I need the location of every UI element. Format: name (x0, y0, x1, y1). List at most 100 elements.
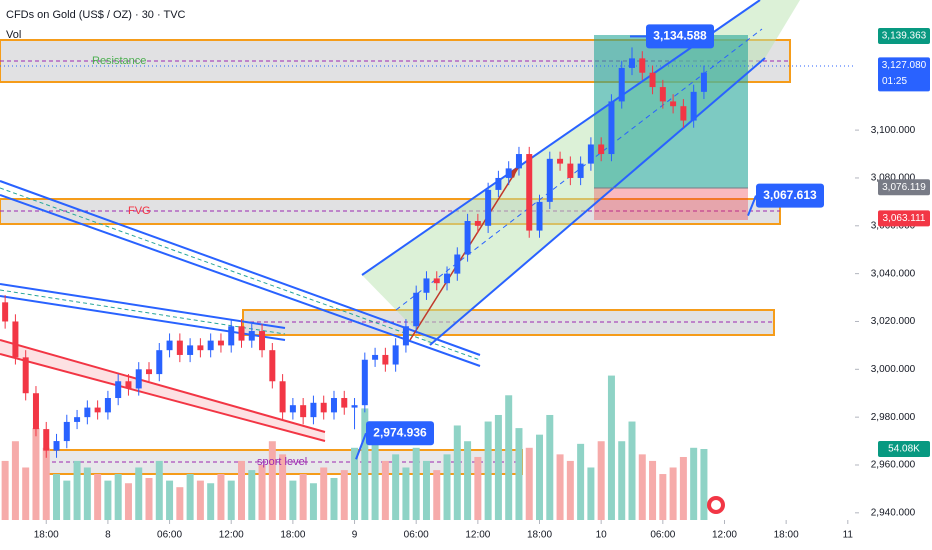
y-tick-label: 2,940.000 (871, 507, 916, 518)
y-tick-label: 3,080.000 (871, 173, 916, 184)
volume-bar (22, 467, 30, 520)
candle-body (361, 359, 368, 406)
candle-body (238, 326, 245, 341)
candle-body (248, 331, 255, 341)
callout-pointer (355, 432, 367, 460)
candle-body (279, 381, 286, 413)
volume-bar (690, 447, 698, 520)
volume-bar (607, 375, 615, 520)
volume-bar (330, 477, 338, 520)
volume-bar (700, 449, 708, 520)
x-tick-label: 12:00 (219, 530, 244, 541)
candle-body (526, 154, 533, 231)
price-tag (878, 210, 930, 227)
candle-body (259, 331, 266, 351)
volume-bar (227, 480, 235, 520)
candles (2, 47, 707, 458)
candle-body (341, 398, 348, 408)
chart-title: CFDs on Gold (US$ / OZ) · 30 · TVC (6, 9, 186, 21)
price-tag (878, 179, 930, 196)
volume-bar (114, 474, 122, 520)
volume-bar (196, 480, 204, 520)
volume-bar (669, 467, 677, 520)
volume-bar (135, 467, 143, 520)
x-tick-label: 12:00 (712, 530, 737, 541)
trend-line (0, 194, 481, 367)
candle-body (53, 441, 60, 451)
candle-body (166, 340, 173, 351)
candle-body (104, 398, 111, 413)
trend-line (0, 283, 286, 329)
callout (366, 421, 434, 446)
volume-bar (258, 464, 266, 520)
price-tag-label: 3,139.363 (882, 31, 927, 42)
y-tick-label: 2,980.000 (871, 412, 916, 423)
candle-body (156, 350, 163, 375)
candle-body (63, 421, 70, 442)
trend-mid (0, 289, 286, 335)
volume-bar (320, 467, 328, 520)
candle-body (536, 201, 543, 231)
volume-bar (83, 467, 91, 520)
candle-body (207, 340, 214, 351)
candle-body (700, 72, 707, 92)
volume-bar (248, 470, 256, 520)
volume-bar (464, 441, 472, 520)
volume-bar (124, 483, 132, 520)
candle-body (618, 67, 625, 102)
candle-body (84, 407, 91, 418)
candle-body (372, 354, 379, 360)
candle-body (12, 321, 19, 358)
volume-bar (422, 460, 430, 520)
zone-label: Resistance (92, 55, 146, 67)
stop-zone (594, 188, 748, 220)
volume-bar (433, 470, 441, 520)
candle-body (22, 357, 29, 394)
candle-body (464, 221, 471, 255)
candle-body (474, 221, 481, 226)
callout-label: 3,067.613 (763, 188, 817, 202)
volume-bar (186, 474, 194, 520)
volume-bar (546, 414, 554, 520)
trend-line (0, 295, 286, 341)
volume-bar (237, 460, 245, 520)
volume-bar (207, 483, 215, 520)
callout (756, 183, 824, 208)
volume-bar (505, 395, 513, 520)
candle-body (485, 189, 492, 226)
trend-line (0, 180, 481, 356)
trend-line (0, 353, 326, 442)
candle-body (351, 405, 358, 408)
candle-body (505, 168, 512, 178)
volume-bar (145, 477, 153, 520)
volume-bar (515, 428, 523, 520)
candle-body (639, 58, 646, 73)
volume-bar (351, 447, 359, 520)
candle-body (587, 144, 594, 164)
volume-label: Vol (6, 29, 21, 41)
volume-bar (566, 460, 574, 520)
candle-body (444, 273, 451, 284)
volume-bar (155, 460, 163, 520)
x-tick-label: 06:00 (404, 530, 429, 541)
candle-body (320, 402, 327, 413)
volume-bar (289, 480, 297, 520)
volume-bar (94, 474, 102, 520)
x-tick-label: 18:00 (527, 530, 552, 541)
candle-body (269, 350, 276, 382)
zone-label: FVG (128, 205, 151, 217)
trend-fill (0, 340, 325, 441)
volume-bar (453, 425, 461, 520)
candle-body (289, 405, 296, 413)
volume-bar (381, 460, 389, 520)
candle-body (546, 158, 553, 202)
callout-pointer (747, 195, 757, 216)
volume-bar (11, 441, 19, 520)
volume-layer (1, 375, 708, 520)
candle-body (690, 91, 697, 121)
y-tick-label: 3,020.000 (871, 316, 916, 327)
x-tick-label: 06:00 (650, 530, 675, 541)
volume-bar (536, 434, 544, 520)
volume-bar (1, 460, 9, 520)
volume-bar (299, 474, 307, 520)
